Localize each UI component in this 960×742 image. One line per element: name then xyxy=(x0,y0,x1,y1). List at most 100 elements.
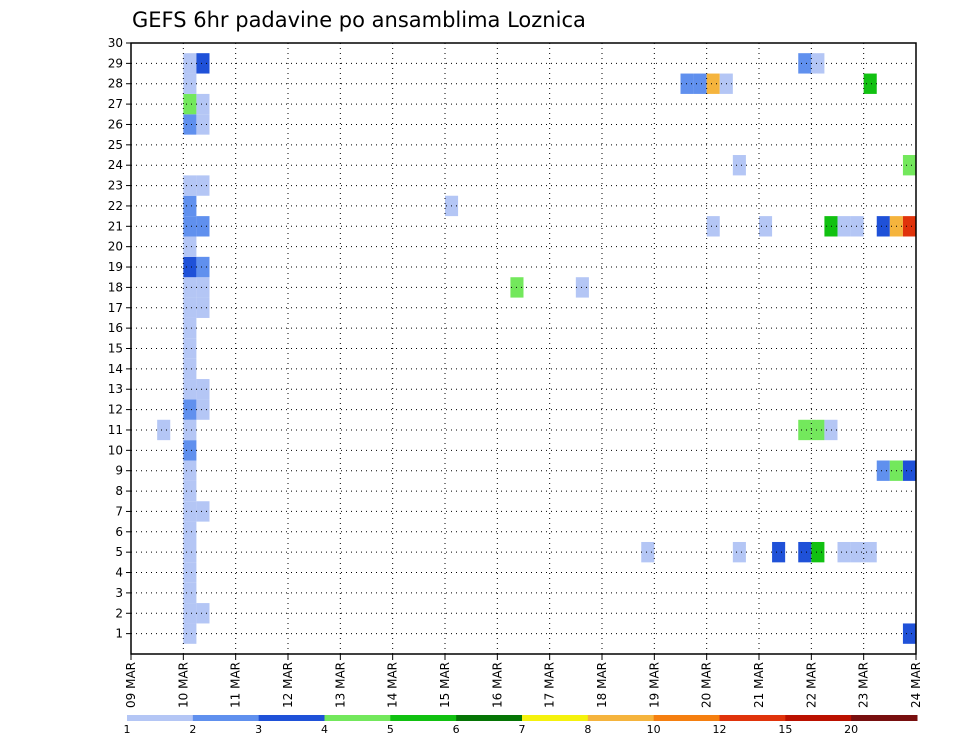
y-tick-label: 11 xyxy=(108,423,123,437)
heatmap-cell xyxy=(183,277,197,298)
y-tick-label: 28 xyxy=(108,77,123,91)
y-tick-label: 1 xyxy=(115,627,123,641)
legend-label: 8 xyxy=(584,723,591,736)
y-tick-label: 26 xyxy=(108,117,123,131)
x-tick-label: 21 MAR xyxy=(752,662,766,708)
heatmap-cell xyxy=(902,460,916,481)
x-tick-label: 12 MAR xyxy=(281,662,295,708)
heatmap-cell xyxy=(732,155,746,176)
heatmap-cell xyxy=(157,419,171,441)
heatmap-cell xyxy=(902,155,916,176)
x-tick-label: 16 MAR xyxy=(490,662,504,708)
legend-label: 20 xyxy=(844,723,858,736)
heatmap-cell xyxy=(183,297,197,318)
heatmap-cell xyxy=(196,399,210,420)
heatmap-cell xyxy=(876,216,890,237)
legend-label: 2 xyxy=(189,723,196,736)
heatmap-cell xyxy=(850,541,864,563)
legend-swatch xyxy=(127,715,194,721)
heatmap-cell xyxy=(183,521,197,542)
y-tick-label: 20 xyxy=(108,240,123,254)
heatmap-cell xyxy=(183,114,197,135)
x-tick-label: 18 MAR xyxy=(595,662,609,708)
heatmap-cell xyxy=(183,338,197,359)
y-tick-label: 19 xyxy=(108,260,123,274)
legend-label: 7 xyxy=(519,723,526,736)
heatmap-cell xyxy=(196,93,210,115)
heatmap-cell xyxy=(183,480,197,502)
y-tick-label: 7 xyxy=(115,504,123,518)
legend-swatch xyxy=(851,715,918,721)
y-tick-label: 4 xyxy=(115,566,123,580)
color-legend: 1 2 3 4 5 6 7 8 10 12 15 20 xyxy=(124,715,918,736)
y-tick-label: 13 xyxy=(108,382,123,396)
heatmap-cell xyxy=(863,73,877,94)
x-tick-label: 20 MAR xyxy=(700,662,714,708)
x-tick-label: 09 MAR xyxy=(124,662,138,708)
heatmap-cell xyxy=(811,53,825,74)
x-tick-label: 11 MAR xyxy=(229,662,243,708)
y-tick-label: 17 xyxy=(108,301,123,315)
heatmap-cell xyxy=(196,379,210,400)
heatmap-cell xyxy=(183,582,197,604)
heatmap-cell xyxy=(837,541,851,563)
heatmap-cell xyxy=(196,114,210,135)
heatmap-cell xyxy=(693,73,707,94)
heatmap-cell xyxy=(183,358,197,380)
heatmap-cell xyxy=(196,277,210,298)
y-tick-label: 8 xyxy=(115,484,123,498)
legend-swatch xyxy=(587,715,655,721)
y-tick-label: 22 xyxy=(108,199,123,213)
chart-title: GEFS 6hr padavine po ansamblima Loznica xyxy=(132,8,586,32)
heatmap-cell xyxy=(798,541,812,563)
x-tick-label: 17 MAR xyxy=(543,662,557,708)
heatmap-cell xyxy=(183,93,197,115)
y-tick-label: 5 xyxy=(115,545,123,559)
heatmap-cell xyxy=(850,216,864,237)
legend-swatch xyxy=(785,715,852,721)
heatmap-cell xyxy=(183,501,197,522)
heatmap-cell xyxy=(183,541,197,563)
x-tick-label: 15 MAR xyxy=(438,662,452,708)
heatmap-cell xyxy=(824,419,838,441)
heatmap-cell xyxy=(824,216,838,237)
heatmap-cell xyxy=(183,419,197,441)
grid-lines xyxy=(131,43,916,654)
x-tick-label: 22 MAR xyxy=(804,662,818,708)
heatmap-cell xyxy=(183,440,197,461)
heatmap-cell xyxy=(183,399,197,420)
heatmap-cell xyxy=(183,195,197,217)
y-axis: 1234567891011121314151617181920212223242… xyxy=(108,36,131,641)
x-tick-label: 19 MAR xyxy=(647,662,661,708)
legend-swatch xyxy=(653,715,720,721)
heatmap-cell xyxy=(902,623,916,644)
y-tick-label: 16 xyxy=(108,321,123,335)
heatmap-cell xyxy=(706,216,720,237)
heatmap-cell xyxy=(183,317,197,339)
heatmap-cell xyxy=(183,379,197,400)
legend-label: 10 xyxy=(647,723,661,736)
heatmap-cell xyxy=(183,216,197,237)
y-tick-label: 14 xyxy=(108,362,123,376)
legend-swatch xyxy=(192,715,260,721)
heatmap-cell xyxy=(641,541,655,563)
heatmap-cell xyxy=(680,73,694,94)
heatmap-cell xyxy=(706,73,720,94)
x-tick-label: 14 MAR xyxy=(386,662,400,708)
y-tick-label: 27 xyxy=(108,97,123,111)
legend-swatch xyxy=(456,715,523,721)
heatmap-cell xyxy=(575,277,589,298)
y-tick-label: 9 xyxy=(115,464,123,478)
legend-swatch xyxy=(258,715,325,721)
x-tick-label: 13 MAR xyxy=(333,662,347,708)
heatmap-cell xyxy=(196,603,210,624)
legend-label: 5 xyxy=(387,723,394,736)
heatmap-cell xyxy=(759,216,773,237)
x-tick-label: 23 MAR xyxy=(857,662,871,708)
heatmap-cell xyxy=(772,541,786,563)
y-tick-label: 18 xyxy=(108,280,123,294)
y-tick-label: 2 xyxy=(115,606,123,620)
x-tick-label: 24 MAR xyxy=(909,662,923,708)
heatmap-cell xyxy=(902,216,916,237)
